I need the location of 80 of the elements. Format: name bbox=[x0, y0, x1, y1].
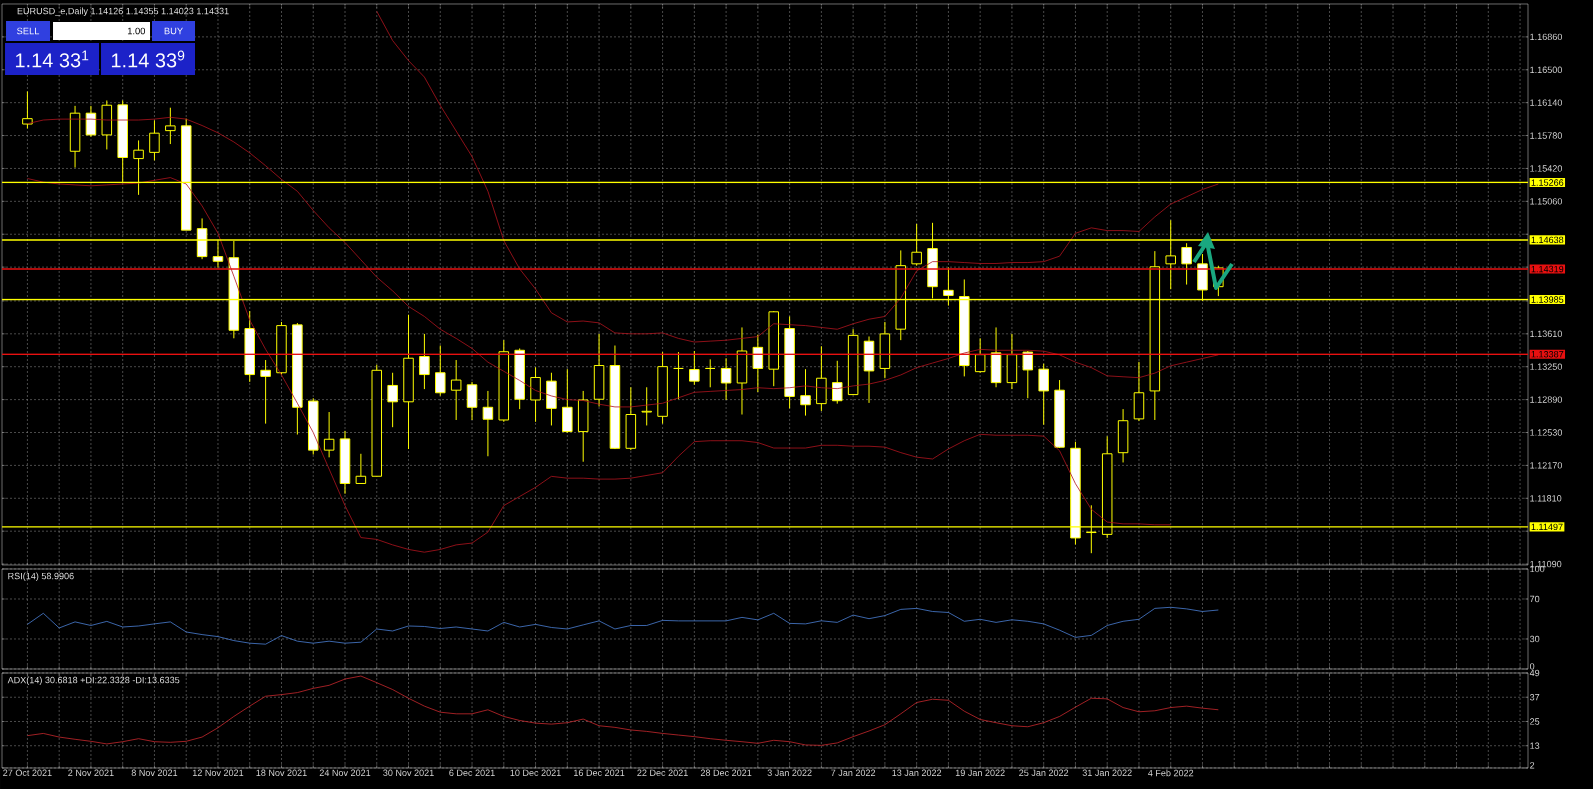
ref-line-label: 1.14319 bbox=[1531, 265, 1564, 273]
candlestick bbox=[689, 350, 700, 386]
x-tick-label: 31 Jan 2022 bbox=[1082, 769, 1132, 776]
candlestick bbox=[260, 359, 271, 425]
x-tick-label: 28 Dec 2021 bbox=[700, 769, 752, 776]
candlestick bbox=[720, 357, 732, 401]
candlestick bbox=[22, 90, 33, 129]
annotation: SELL bbox=[17, 27, 40, 35]
y-tick-label: 0 bbox=[1529, 663, 1535, 670]
chart-title: ADX(14) 30.6818 +DI:22.3328 -DI:13.6335 bbox=[7, 676, 180, 686]
candlestick bbox=[641, 386, 652, 426]
y-tick-label: 1.12530 bbox=[1530, 429, 1563, 436]
chart-title: RSI(14) 58.9906 bbox=[8, 572, 74, 582]
x-tick-label: 3 Jan 2022 bbox=[767, 769, 812, 776]
x-tick-label: 24 Nov 2021 bbox=[319, 769, 371, 776]
candlestick bbox=[149, 119, 160, 161]
y-tick-label: 1.16140 bbox=[1530, 99, 1563, 106]
x-tick-label: 13 Jan 2022 bbox=[892, 769, 942, 776]
ref-line-label: 1.13387 bbox=[1531, 350, 1564, 358]
chart-title: EURUSD_e,Daily 1.14126 1.14355 1.14023 1.14331 bbox=[17, 7, 229, 17]
y-tick-label: 1.15780 bbox=[1530, 132, 1563, 139]
candlestick bbox=[1022, 350, 1034, 399]
y-tick-label: 1.16500 bbox=[1530, 66, 1563, 73]
y-tick-label: 1.16860 bbox=[1530, 33, 1563, 41]
x-tick-label: 18 Nov 2021 bbox=[256, 769, 307, 776]
candlestick bbox=[800, 368, 811, 417]
candlestick bbox=[974, 337, 986, 374]
x-tick-label: 7 Jan 2022 bbox=[831, 769, 876, 776]
candlestick bbox=[832, 360, 843, 405]
y-tick-label: 13 bbox=[1530, 742, 1540, 749]
line-series bbox=[376, 10, 1219, 343]
candlestick bbox=[752, 334, 764, 393]
y-tick-label: 49 bbox=[1529, 669, 1540, 677]
ref-line-label: 1.11497 bbox=[1531, 523, 1563, 531]
x-tick-label: 10 Dec 2021 bbox=[510, 769, 561, 776]
y-tick-label: 1.13250 bbox=[1530, 363, 1563, 370]
y-tick-label: 70 bbox=[1530, 595, 1540, 603]
candlestick bbox=[355, 453, 367, 484]
y-tick-label: 2 bbox=[1530, 762, 1535, 769]
y-tick-label: 1.12890 bbox=[1530, 396, 1563, 403]
annotation: 1.14 33$^{9}$ bbox=[111, 50, 185, 68]
candlestick bbox=[673, 351, 684, 400]
annotation: BUY bbox=[164, 27, 183, 35]
y-tick-label: 37 bbox=[1529, 694, 1540, 701]
candlestick bbox=[1181, 242, 1192, 286]
x-tick-label: 25 Jan 2022 bbox=[1019, 769, 1069, 776]
y-tick-label: 30 bbox=[1529, 635, 1540, 643]
x-tick-label: 22 Dec 2021 bbox=[637, 769, 688, 776]
y-tick-label: 1.12170 bbox=[1530, 462, 1563, 469]
candlestick bbox=[466, 381, 478, 421]
candlestick bbox=[165, 107, 176, 145]
candlestick bbox=[530, 366, 541, 423]
candlestick bbox=[387, 372, 398, 428]
candlestick bbox=[482, 390, 494, 457]
ref-line-label: 1.14638 bbox=[1531, 236, 1564, 244]
y-tick-label: 1.15420 bbox=[1530, 165, 1563, 172]
candlestick bbox=[435, 345, 446, 397]
x-tick-label: 4 Feb 2022 bbox=[1147, 769, 1194, 777]
candlestick bbox=[85, 105, 97, 138]
y-tick-label: 25 bbox=[1530, 718, 1540, 725]
x-tick-label: 27 Oct 2021 bbox=[3, 769, 52, 776]
x-tick-label: 30 Nov 2021 bbox=[383, 769, 434, 776]
candlestick bbox=[323, 411, 335, 458]
annotation: 1.14 33$^{1}$ bbox=[15, 50, 89, 68]
x-tick-label: 19 Jan 2022 bbox=[955, 769, 1005, 776]
y-tick-label: 1.13610 bbox=[1530, 330, 1563, 338]
x-tick-label: 12 Nov 2021 bbox=[192, 769, 244, 776]
annotation: 1.00 bbox=[127, 27, 146, 35]
x-tick-label: 6 Dec 2021 bbox=[449, 769, 495, 776]
candlestick bbox=[450, 359, 462, 421]
candlestick bbox=[1038, 363, 1049, 426]
candlestick bbox=[419, 333, 430, 390]
x-tick-label: 8 Nov 2021 bbox=[131, 769, 178, 776]
x-tick-label: 2 Nov 2021 bbox=[68, 769, 114, 776]
x-tick-label: 16 Dec 2021 bbox=[574, 769, 625, 776]
ref-line-label: 1.15266 bbox=[1531, 179, 1564, 186]
y-tick-label: 1.15060 bbox=[1530, 198, 1563, 205]
candlestick bbox=[704, 358, 716, 388]
y-tick-label: 1.11810 bbox=[1530, 495, 1562, 502]
ref-line-label: 1.13985 bbox=[1531, 296, 1564, 303]
